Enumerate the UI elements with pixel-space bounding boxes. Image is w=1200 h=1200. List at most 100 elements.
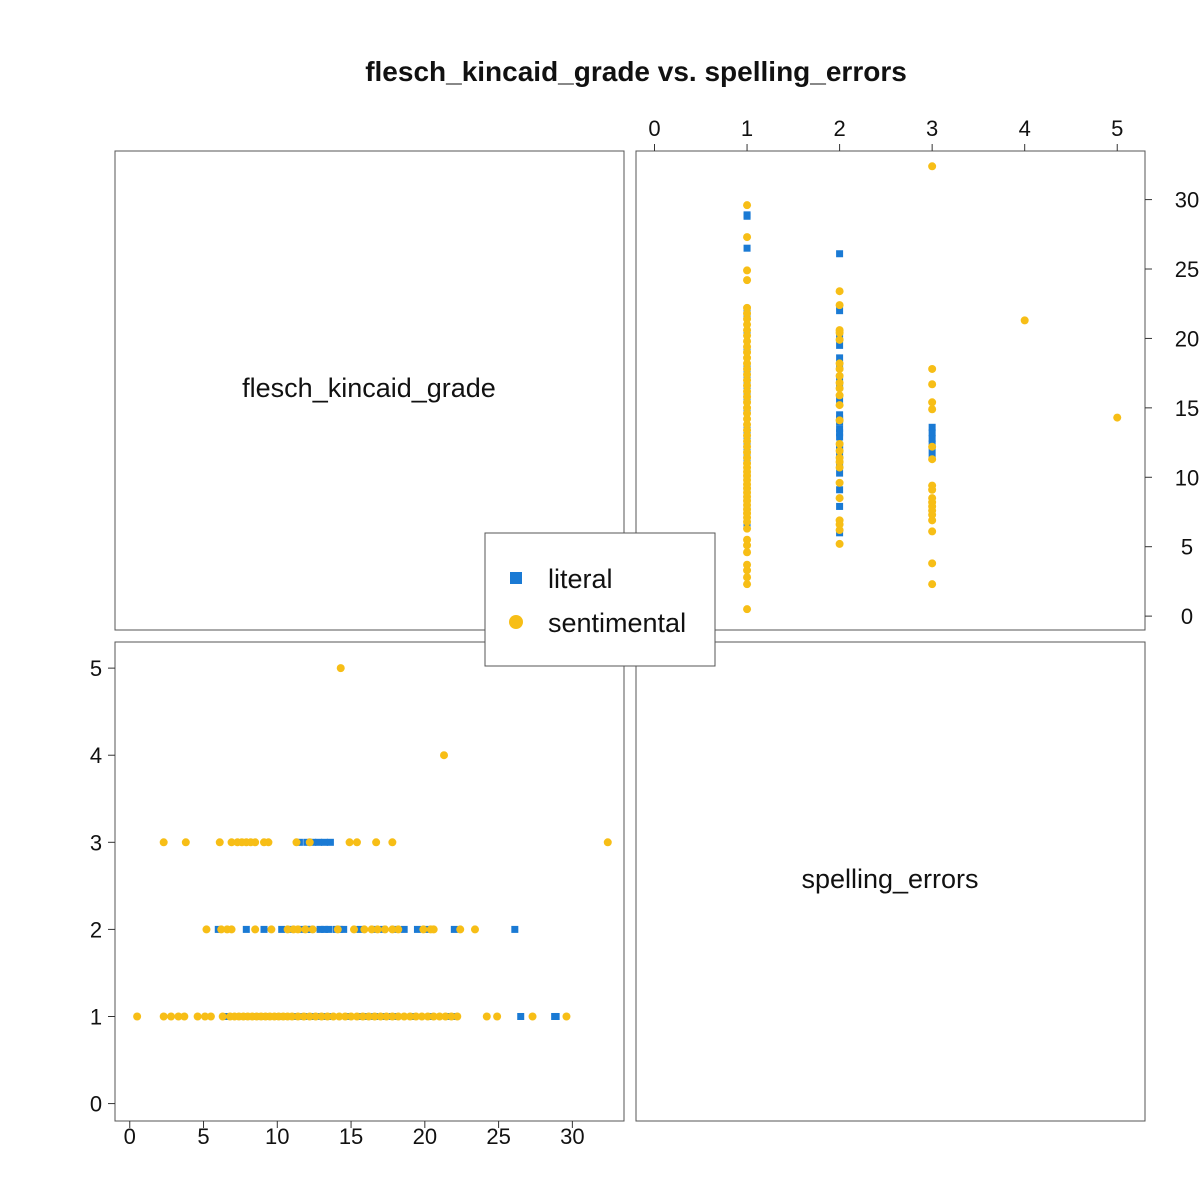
point-sentimental bbox=[1020, 316, 1029, 325]
point-sentimental bbox=[835, 335, 844, 344]
point-sentimental bbox=[743, 392, 752, 401]
tick-label: 5 bbox=[1181, 535, 1193, 560]
point-sentimental bbox=[470, 925, 479, 934]
point-sentimental bbox=[743, 276, 752, 285]
point-sentimental bbox=[376, 1012, 385, 1021]
point-sentimental bbox=[528, 1012, 537, 1021]
tick-label: 5 bbox=[197, 1124, 209, 1149]
tick-label: 15 bbox=[1175, 396, 1199, 421]
points-group bbox=[133, 664, 612, 1021]
panel-frame bbox=[114, 641, 625, 1122]
point-sentimental bbox=[388, 838, 397, 847]
point-sentimental bbox=[743, 420, 752, 429]
point-sentimental bbox=[562, 1012, 571, 1021]
point-sentimental bbox=[181, 838, 190, 847]
point-sentimental bbox=[336, 664, 345, 673]
point-sentimental bbox=[167, 1012, 176, 1021]
point-sentimental bbox=[456, 925, 465, 934]
point-sentimental bbox=[743, 605, 752, 614]
point-sentimental bbox=[193, 1012, 202, 1021]
point-sentimental bbox=[180, 1012, 189, 1021]
point-sentimental bbox=[358, 1012, 367, 1021]
point-literal bbox=[551, 1012, 559, 1020]
point-sentimental bbox=[928, 455, 937, 464]
point-sentimental bbox=[159, 838, 168, 847]
point-literal bbox=[836, 396, 844, 404]
point-literal bbox=[316, 925, 324, 933]
point-sentimental bbox=[311, 1012, 320, 1021]
point-sentimental bbox=[200, 1012, 209, 1021]
legend-label-sentimental: sentimental bbox=[548, 608, 686, 638]
point-literal bbox=[928, 434, 936, 442]
point-sentimental bbox=[360, 925, 369, 934]
point-literal bbox=[325, 925, 333, 933]
point-literal bbox=[836, 433, 844, 441]
point-literal bbox=[517, 1012, 525, 1020]
point-sentimental bbox=[835, 539, 844, 548]
point-sentimental bbox=[743, 376, 752, 385]
diagonal-panel-flesch-kincaid-grade: flesch_kincaid_grade bbox=[114, 150, 625, 631]
point-sentimental bbox=[227, 838, 236, 847]
point-sentimental bbox=[370, 1012, 379, 1021]
point-sentimental bbox=[928, 527, 937, 536]
tick-label: 20 bbox=[413, 1124, 437, 1149]
point-sentimental bbox=[835, 463, 844, 472]
point-sentimental bbox=[928, 580, 937, 589]
point-sentimental bbox=[308, 925, 317, 934]
tick-label: 4 bbox=[1019, 116, 1031, 141]
point-sentimental bbox=[743, 541, 752, 550]
point-sentimental bbox=[159, 1012, 168, 1021]
point-sentimental bbox=[202, 925, 211, 934]
tick-label: 2 bbox=[90, 917, 102, 942]
point-literal bbox=[356, 925, 364, 933]
point-sentimental bbox=[743, 459, 752, 468]
point-sentimental bbox=[928, 398, 937, 407]
point-sentimental bbox=[292, 838, 301, 847]
point-sentimental bbox=[743, 409, 752, 418]
point-sentimental bbox=[743, 331, 752, 340]
point-literal bbox=[242, 925, 250, 933]
point-sentimental bbox=[743, 387, 752, 396]
scatter-panel-spelling-errors-vs-grade: 0 1 2 3 4 5 0 5 10 15 20 25 30 bbox=[635, 116, 1199, 631]
point-sentimental bbox=[743, 453, 752, 462]
point-sentimental bbox=[267, 925, 276, 934]
point-sentimental bbox=[835, 391, 844, 400]
point-sentimental bbox=[743, 448, 752, 457]
point-sentimental bbox=[217, 925, 226, 934]
point-sentimental bbox=[429, 1012, 438, 1021]
point-sentimental bbox=[352, 838, 361, 847]
tick-label: 1 bbox=[741, 116, 753, 141]
point-sentimental bbox=[174, 1012, 183, 1021]
point-sentimental bbox=[352, 1012, 361, 1021]
point-sentimental bbox=[447, 1012, 456, 1021]
point-literal bbox=[836, 469, 844, 477]
tick-label: 0 bbox=[648, 116, 660, 141]
tick-label: 15 bbox=[339, 1124, 363, 1149]
point-sentimental bbox=[206, 1012, 215, 1021]
point-sentimental bbox=[1113, 413, 1122, 422]
point-literal bbox=[278, 925, 286, 933]
point-literal bbox=[260, 925, 268, 933]
tick-label: 30 bbox=[1175, 188, 1199, 213]
right-y-axis: 0 5 10 15 20 25 30 bbox=[1145, 188, 1199, 629]
point-literal bbox=[836, 502, 844, 510]
point-literal bbox=[836, 250, 844, 258]
point-sentimental bbox=[743, 320, 752, 329]
point-sentimental bbox=[835, 446, 844, 455]
point-sentimental bbox=[394, 1012, 403, 1021]
tick-label: 30 bbox=[560, 1124, 584, 1149]
point-sentimental bbox=[251, 838, 260, 847]
point-sentimental bbox=[341, 1012, 350, 1021]
point-sentimental bbox=[743, 580, 752, 589]
point-sentimental bbox=[835, 326, 844, 335]
point-sentimental bbox=[743, 233, 752, 242]
point-sentimental bbox=[293, 925, 302, 934]
point-sentimental bbox=[743, 442, 752, 451]
point-sentimental bbox=[743, 353, 752, 362]
top-x-axis: 0 1 2 3 4 5 bbox=[648, 116, 1123, 151]
point-sentimental bbox=[345, 838, 354, 847]
point-sentimental bbox=[743, 303, 752, 312]
point-sentimental bbox=[743, 414, 752, 423]
legend-label-literal: literal bbox=[548, 564, 613, 594]
point-sentimental bbox=[380, 925, 389, 934]
